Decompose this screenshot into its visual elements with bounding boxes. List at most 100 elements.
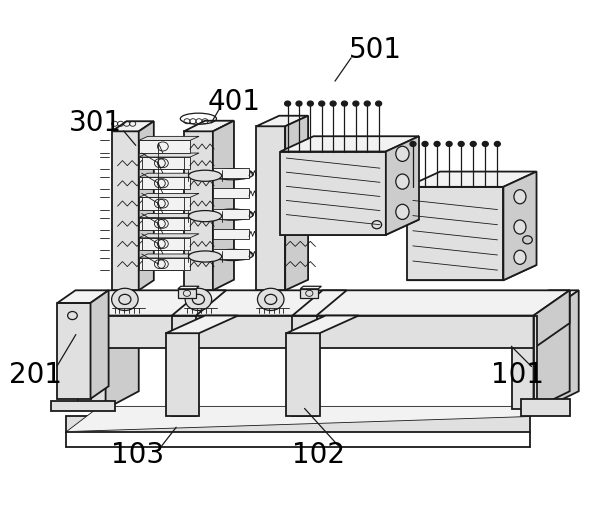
Text: 401: 401 bbox=[207, 88, 261, 116]
Polygon shape bbox=[139, 173, 199, 177]
Polygon shape bbox=[407, 171, 536, 187]
Polygon shape bbox=[213, 121, 234, 290]
Polygon shape bbox=[172, 290, 226, 316]
Text: 102: 102 bbox=[292, 441, 345, 469]
Ellipse shape bbox=[188, 170, 221, 181]
Polygon shape bbox=[139, 121, 154, 290]
Polygon shape bbox=[139, 136, 199, 141]
Circle shape bbox=[458, 142, 464, 146]
Ellipse shape bbox=[188, 211, 221, 221]
Circle shape bbox=[112, 288, 138, 311]
Polygon shape bbox=[141, 157, 184, 169]
Polygon shape bbox=[112, 131, 139, 290]
Polygon shape bbox=[139, 258, 190, 270]
Polygon shape bbox=[256, 116, 308, 126]
Polygon shape bbox=[407, 187, 504, 280]
Polygon shape bbox=[73, 290, 569, 316]
Polygon shape bbox=[141, 197, 184, 210]
Polygon shape bbox=[542, 290, 579, 409]
Polygon shape bbox=[256, 126, 285, 290]
Circle shape bbox=[470, 142, 476, 146]
Ellipse shape bbox=[514, 220, 526, 234]
Polygon shape bbox=[512, 316, 542, 409]
Circle shape bbox=[434, 142, 440, 146]
Text: 103: 103 bbox=[111, 441, 164, 469]
Polygon shape bbox=[300, 289, 319, 298]
Polygon shape bbox=[90, 290, 109, 399]
Polygon shape bbox=[141, 238, 184, 250]
Polygon shape bbox=[66, 417, 531, 432]
Circle shape bbox=[319, 101, 325, 106]
Polygon shape bbox=[300, 286, 322, 289]
Polygon shape bbox=[184, 121, 234, 131]
Circle shape bbox=[446, 142, 452, 146]
Circle shape bbox=[285, 101, 291, 106]
Polygon shape bbox=[512, 290, 579, 316]
Polygon shape bbox=[280, 136, 419, 151]
Polygon shape bbox=[139, 218, 190, 230]
Polygon shape bbox=[285, 116, 308, 290]
Polygon shape bbox=[213, 209, 249, 219]
Polygon shape bbox=[178, 286, 199, 289]
Ellipse shape bbox=[211, 209, 253, 220]
Polygon shape bbox=[141, 258, 184, 270]
Ellipse shape bbox=[211, 249, 253, 261]
Polygon shape bbox=[112, 121, 154, 131]
Polygon shape bbox=[293, 316, 317, 417]
Ellipse shape bbox=[514, 250, 526, 264]
Polygon shape bbox=[280, 151, 386, 235]
Polygon shape bbox=[407, 265, 536, 280]
Polygon shape bbox=[79, 316, 106, 409]
Polygon shape bbox=[386, 136, 419, 235]
Polygon shape bbox=[141, 177, 184, 190]
Polygon shape bbox=[287, 316, 359, 333]
Ellipse shape bbox=[211, 169, 253, 180]
Circle shape bbox=[185, 288, 212, 311]
Polygon shape bbox=[139, 194, 199, 197]
Polygon shape bbox=[139, 153, 199, 157]
Text: 301: 301 bbox=[69, 109, 122, 138]
Polygon shape bbox=[213, 229, 249, 239]
Polygon shape bbox=[166, 316, 238, 333]
Polygon shape bbox=[534, 290, 569, 409]
Polygon shape bbox=[213, 249, 249, 259]
Circle shape bbox=[341, 101, 347, 106]
Circle shape bbox=[410, 142, 416, 146]
Circle shape bbox=[482, 142, 488, 146]
Polygon shape bbox=[139, 214, 199, 218]
Text: 501: 501 bbox=[349, 36, 402, 63]
Polygon shape bbox=[293, 290, 347, 316]
Polygon shape bbox=[213, 188, 249, 198]
Polygon shape bbox=[66, 406, 539, 432]
Ellipse shape bbox=[188, 251, 221, 262]
Circle shape bbox=[353, 101, 359, 106]
Polygon shape bbox=[504, 171, 536, 280]
Polygon shape bbox=[73, 316, 534, 348]
Ellipse shape bbox=[396, 174, 409, 189]
Polygon shape bbox=[139, 234, 199, 238]
Polygon shape bbox=[184, 131, 213, 290]
Polygon shape bbox=[139, 238, 190, 250]
Ellipse shape bbox=[396, 204, 409, 219]
Circle shape bbox=[258, 288, 284, 311]
Polygon shape bbox=[139, 177, 190, 190]
Polygon shape bbox=[287, 333, 320, 417]
Polygon shape bbox=[141, 218, 184, 230]
Polygon shape bbox=[213, 168, 249, 178]
Polygon shape bbox=[52, 401, 114, 411]
Circle shape bbox=[376, 101, 382, 106]
Polygon shape bbox=[534, 290, 569, 348]
Polygon shape bbox=[172, 316, 196, 417]
Polygon shape bbox=[534, 316, 537, 399]
Circle shape bbox=[494, 142, 501, 146]
Circle shape bbox=[330, 101, 336, 106]
Circle shape bbox=[296, 101, 302, 106]
Polygon shape bbox=[166, 333, 199, 417]
Polygon shape bbox=[522, 399, 569, 417]
Polygon shape bbox=[139, 254, 199, 258]
Circle shape bbox=[364, 101, 370, 106]
Polygon shape bbox=[139, 141, 190, 152]
Polygon shape bbox=[106, 291, 139, 409]
Polygon shape bbox=[139, 197, 190, 210]
Polygon shape bbox=[57, 303, 90, 399]
